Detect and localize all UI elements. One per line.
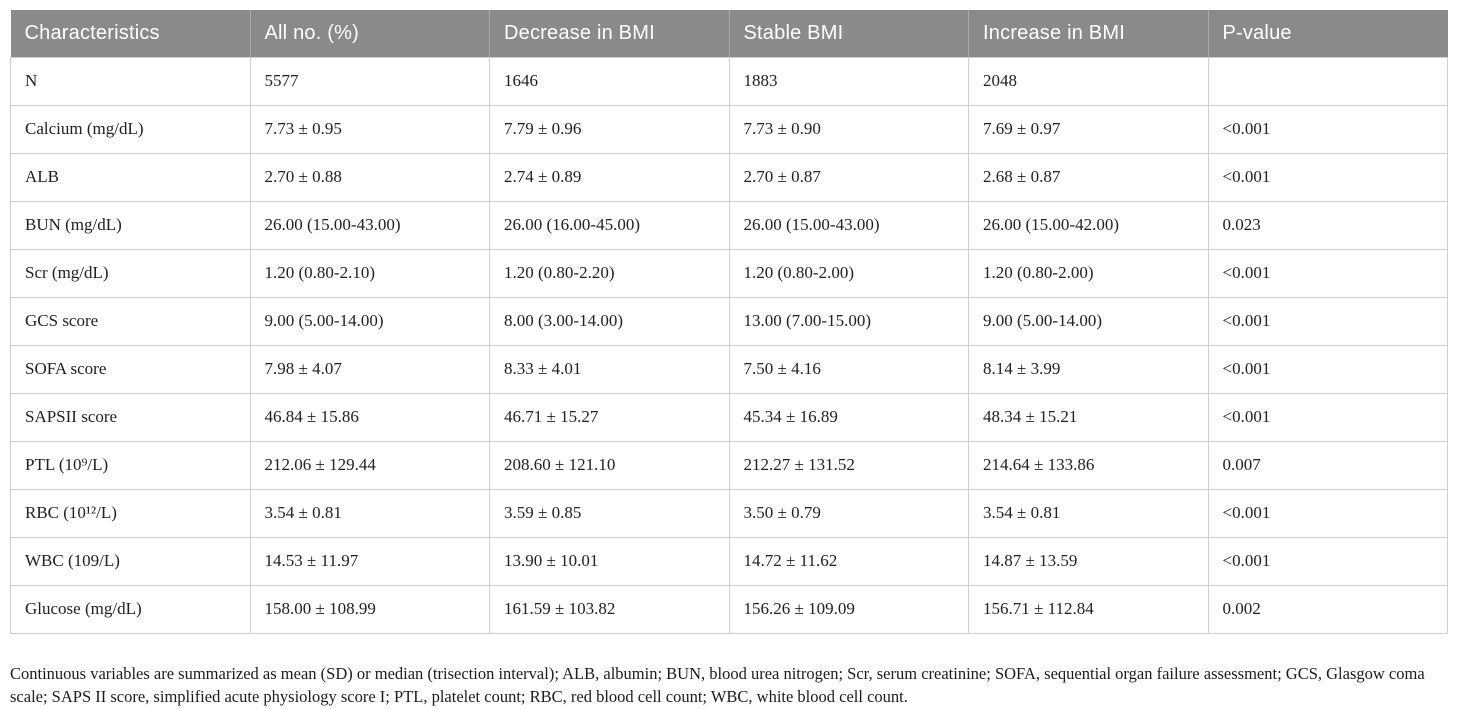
row-label: SAPSII score bbox=[11, 393, 251, 441]
row-cell: 161.59 ± 103.82 bbox=[490, 585, 730, 633]
row-cell: 5577 bbox=[250, 57, 490, 105]
column-header-all-no: All no. (%) bbox=[250, 10, 490, 57]
row-cell: 45.34 ± 16.89 bbox=[729, 393, 969, 441]
row-cell: 214.64 ± 133.86 bbox=[969, 441, 1209, 489]
row-label: GCS score bbox=[11, 297, 251, 345]
row-cell: 46.71 ± 15.27 bbox=[490, 393, 730, 441]
row-cell: 7.73 ± 0.95 bbox=[250, 105, 490, 153]
row-cell: <0.001 bbox=[1208, 489, 1448, 537]
row-cell: 13.90 ± 10.01 bbox=[490, 537, 730, 585]
characteristics-table: Characteristics All no. (%) Decrease in … bbox=[10, 10, 1448, 634]
row-cell: 7.50 ± 4.16 bbox=[729, 345, 969, 393]
table-row: GCS score 9.00 (5.00-14.00) 8.00 (3.00-1… bbox=[11, 297, 1448, 345]
row-cell: 1646 bbox=[490, 57, 730, 105]
row-cell: 9.00 (5.00-14.00) bbox=[250, 297, 490, 345]
row-cell: 0.002 bbox=[1208, 585, 1448, 633]
row-cell: 48.34 ± 15.21 bbox=[969, 393, 1209, 441]
row-label: Calcium (mg/dL) bbox=[11, 105, 251, 153]
row-cell: 2.68 ± 0.87 bbox=[969, 153, 1209, 201]
row-cell: <0.001 bbox=[1208, 537, 1448, 585]
row-cell: 156.71 ± 112.84 bbox=[969, 585, 1209, 633]
row-cell: 0.023 bbox=[1208, 201, 1448, 249]
row-label: Glucose (mg/dL) bbox=[11, 585, 251, 633]
row-cell: 14.72 ± 11.62 bbox=[729, 537, 969, 585]
row-label: BUN (mg/dL) bbox=[11, 201, 251, 249]
row-cell: 9.00 (5.00-14.00) bbox=[969, 297, 1209, 345]
row-cell: 1.20 (0.80-2.00) bbox=[729, 249, 969, 297]
row-cell: 46.84 ± 15.86 bbox=[250, 393, 490, 441]
row-cell: <0.001 bbox=[1208, 105, 1448, 153]
table-row: Scr (mg/dL) 1.20 (0.80-2.10) 1.20 (0.80-… bbox=[11, 249, 1448, 297]
row-cell: 2.70 ± 0.87 bbox=[729, 153, 969, 201]
row-cell: 1.20 (0.80-2.20) bbox=[490, 249, 730, 297]
column-header-increase-bmi: Increase in BMI bbox=[969, 10, 1209, 57]
table-body: N 5577 1646 1883 2048 Calcium (mg/dL) 7.… bbox=[11, 57, 1448, 633]
row-cell: 3.59 ± 0.85 bbox=[490, 489, 730, 537]
row-cell: 26.00 (16.00-45.00) bbox=[490, 201, 730, 249]
row-label: WBC (109/L) bbox=[11, 537, 251, 585]
row-cell: 212.27 ± 131.52 bbox=[729, 441, 969, 489]
row-cell: 26.00 (15.00-43.00) bbox=[729, 201, 969, 249]
table-row: SAPSII score 46.84 ± 15.86 46.71 ± 15.27… bbox=[11, 393, 1448, 441]
row-cell: 7.69 ± 0.97 bbox=[969, 105, 1209, 153]
row-cell: 2.74 ± 0.89 bbox=[490, 153, 730, 201]
row-cell bbox=[1208, 57, 1448, 105]
row-cell: 8.00 (3.00-14.00) bbox=[490, 297, 730, 345]
row-cell: 8.33 ± 4.01 bbox=[490, 345, 730, 393]
row-cell: 3.50 ± 0.79 bbox=[729, 489, 969, 537]
row-label: Scr (mg/dL) bbox=[11, 249, 251, 297]
row-cell: 14.53 ± 11.97 bbox=[250, 537, 490, 585]
table-row: SOFA score 7.98 ± 4.07 8.33 ± 4.01 7.50 … bbox=[11, 345, 1448, 393]
row-cell: 13.00 (7.00-15.00) bbox=[729, 297, 969, 345]
table-row: PTL (10⁹/L) 212.06 ± 129.44 208.60 ± 121… bbox=[11, 441, 1448, 489]
row-cell: 156.26 ± 109.09 bbox=[729, 585, 969, 633]
row-cell: <0.001 bbox=[1208, 249, 1448, 297]
row-cell: <0.001 bbox=[1208, 297, 1448, 345]
row-label: ALB bbox=[11, 153, 251, 201]
table-row: ALB 2.70 ± 0.88 2.74 ± 0.89 2.70 ± 0.87 … bbox=[11, 153, 1448, 201]
table-row: Glucose (mg/dL) 158.00 ± 108.99 161.59 ±… bbox=[11, 585, 1448, 633]
table-header: Characteristics All no. (%) Decrease in … bbox=[11, 10, 1448, 57]
table-row: RBC (10¹²/L) 3.54 ± 0.81 3.59 ± 0.85 3.5… bbox=[11, 489, 1448, 537]
column-header-stable-bmi: Stable BMI bbox=[729, 10, 969, 57]
row-cell: 26.00 (15.00-42.00) bbox=[969, 201, 1209, 249]
row-cell: 7.98 ± 4.07 bbox=[250, 345, 490, 393]
row-cell: 1.20 (0.80-2.10) bbox=[250, 249, 490, 297]
table-row: N 5577 1646 1883 2048 bbox=[11, 57, 1448, 105]
row-cell: 3.54 ± 0.81 bbox=[250, 489, 490, 537]
row-cell: 2048 bbox=[969, 57, 1209, 105]
row-cell: 7.73 ± 0.90 bbox=[729, 105, 969, 153]
table-header-row: Characteristics All no. (%) Decrease in … bbox=[11, 10, 1448, 57]
row-label: N bbox=[11, 57, 251, 105]
table-footnote: Continuous variables are summarized as m… bbox=[10, 662, 1454, 709]
row-label: RBC (10¹²/L) bbox=[11, 489, 251, 537]
row-cell: 14.87 ± 13.59 bbox=[969, 537, 1209, 585]
row-cell: <0.001 bbox=[1208, 153, 1448, 201]
row-cell: 212.06 ± 129.44 bbox=[250, 441, 490, 489]
row-cell: 8.14 ± 3.99 bbox=[969, 345, 1209, 393]
row-cell: 2.70 ± 0.88 bbox=[250, 153, 490, 201]
table-row: Calcium (mg/dL) 7.73 ± 0.95 7.79 ± 0.96 … bbox=[11, 105, 1448, 153]
row-cell: 1.20 (0.80-2.00) bbox=[969, 249, 1209, 297]
table-row: WBC (109/L) 14.53 ± 11.97 13.90 ± 10.01 … bbox=[11, 537, 1448, 585]
row-label: PTL (10⁹/L) bbox=[11, 441, 251, 489]
table-row: BUN (mg/dL) 26.00 (15.00-43.00) 26.00 (1… bbox=[11, 201, 1448, 249]
table-container: Characteristics All no. (%) Decrease in … bbox=[10, 10, 1448, 634]
row-cell: 7.79 ± 0.96 bbox=[490, 105, 730, 153]
row-cell: 26.00 (15.00-43.00) bbox=[250, 201, 490, 249]
row-label: SOFA score bbox=[11, 345, 251, 393]
row-cell: 3.54 ± 0.81 bbox=[969, 489, 1209, 537]
row-cell: 158.00 ± 108.99 bbox=[250, 585, 490, 633]
column-header-decrease-bmi: Decrease in BMI bbox=[490, 10, 730, 57]
row-cell: 208.60 ± 121.10 bbox=[490, 441, 730, 489]
row-cell: 0.007 bbox=[1208, 441, 1448, 489]
row-cell: 1883 bbox=[729, 57, 969, 105]
column-header-characteristics: Characteristics bbox=[11, 10, 251, 57]
column-header-pvalue: P-value bbox=[1208, 10, 1448, 57]
row-cell: <0.001 bbox=[1208, 393, 1448, 441]
row-cell: <0.001 bbox=[1208, 345, 1448, 393]
